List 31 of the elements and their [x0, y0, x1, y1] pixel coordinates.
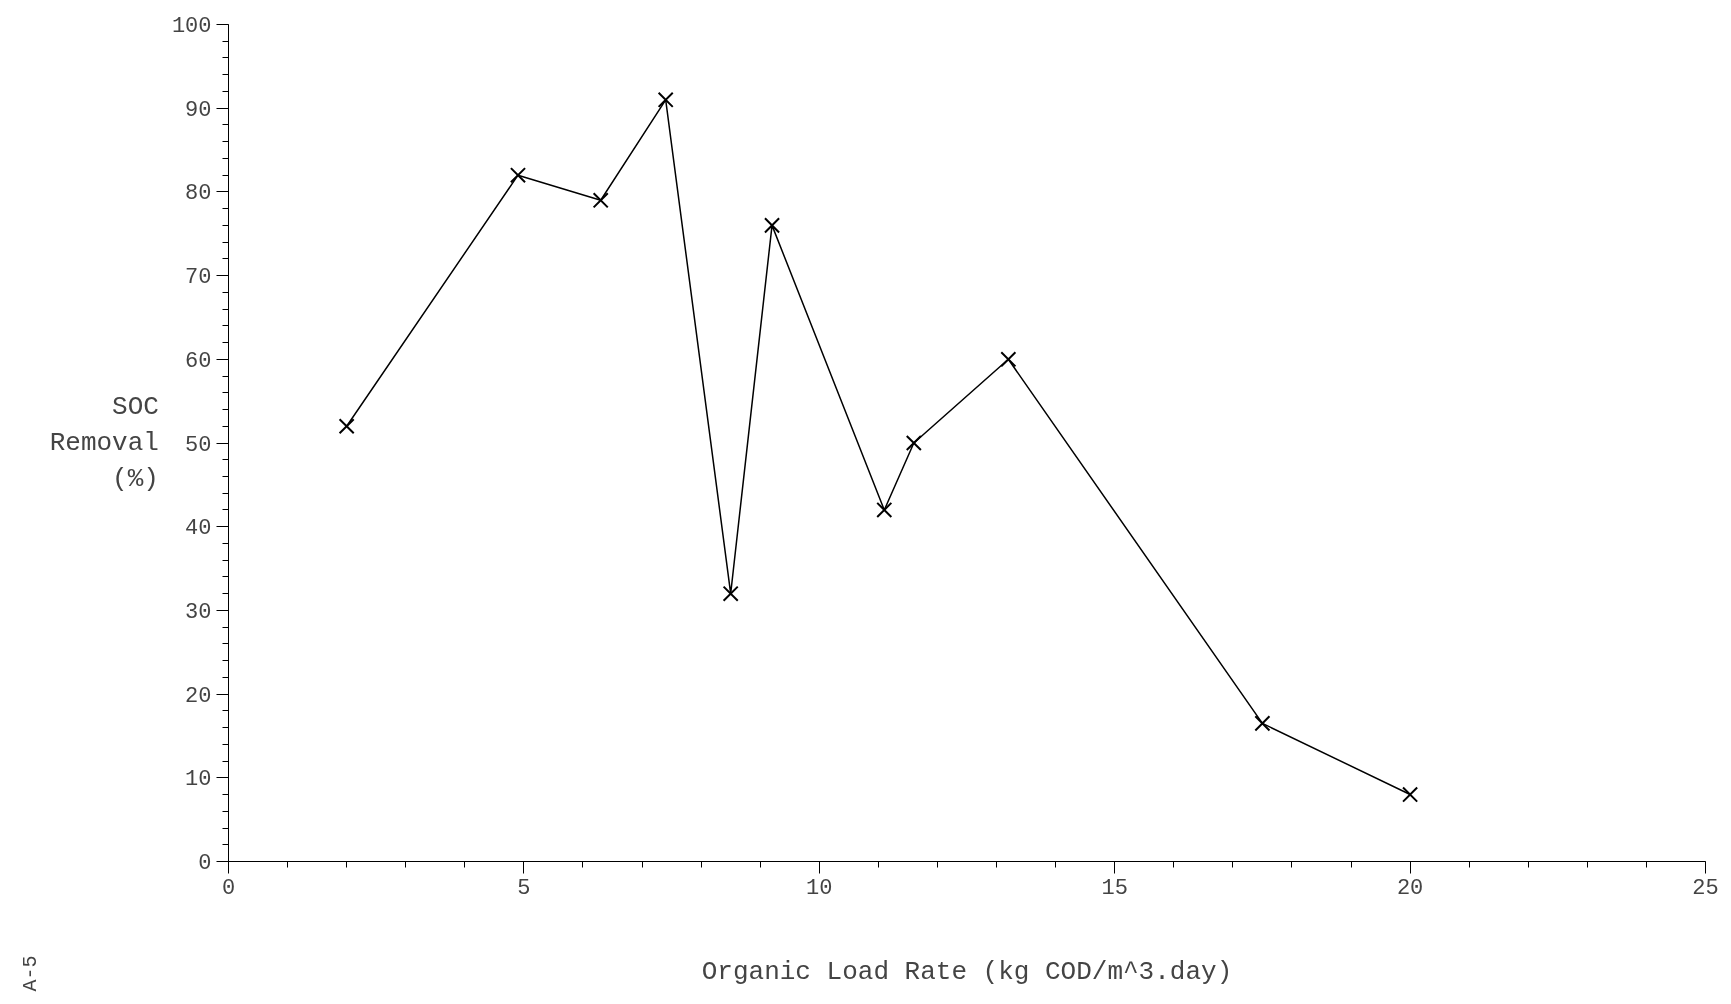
x-tick-label: 10: [806, 875, 833, 901]
point: [876, 501, 893, 519]
y-tick-label: 60: [185, 348, 212, 374]
point: [338, 418, 355, 435]
y-tick-label: 100: [171, 14, 212, 39]
x-tick-label: 25: [1692, 875, 1719, 901]
point: [905, 434, 922, 452]
y-tick-label: 10: [185, 767, 212, 793]
point: [657, 91, 674, 108]
point: [1000, 351, 1017, 368]
y-axis-title: SOC Removal (%): [49, 392, 159, 494]
y-tick-label: 70: [185, 265, 212, 291]
point: [509, 167, 527, 184]
point: [722, 585, 739, 602]
y-tick-label: 40: [185, 516, 212, 542]
point: [1254, 715, 1271, 732]
point: [592, 192, 609, 209]
y-tick-label: 30: [185, 599, 212, 625]
x-tick-label: 20: [1396, 875, 1424, 901]
y-tick-label: 20: [185, 683, 212, 709]
x-tick-label: 0: [221, 875, 236, 901]
y-tick-label: 80: [185, 181, 212, 207]
y-tick-label: 0: [198, 851, 212, 876]
text: A-5: [18, 955, 42, 992]
x-tick-label: 5: [517, 875, 531, 901]
point: [763, 217, 781, 234]
x-axis-title: Organic Load Rate (kg COD/m^3.day): [701, 956, 1233, 987]
x-tick-label: 15: [1101, 875, 1128, 901]
point: [1402, 786, 1419, 803]
y-tick-label: 90: [185, 97, 212, 123]
y-tick-label: 50: [185, 432, 212, 458]
